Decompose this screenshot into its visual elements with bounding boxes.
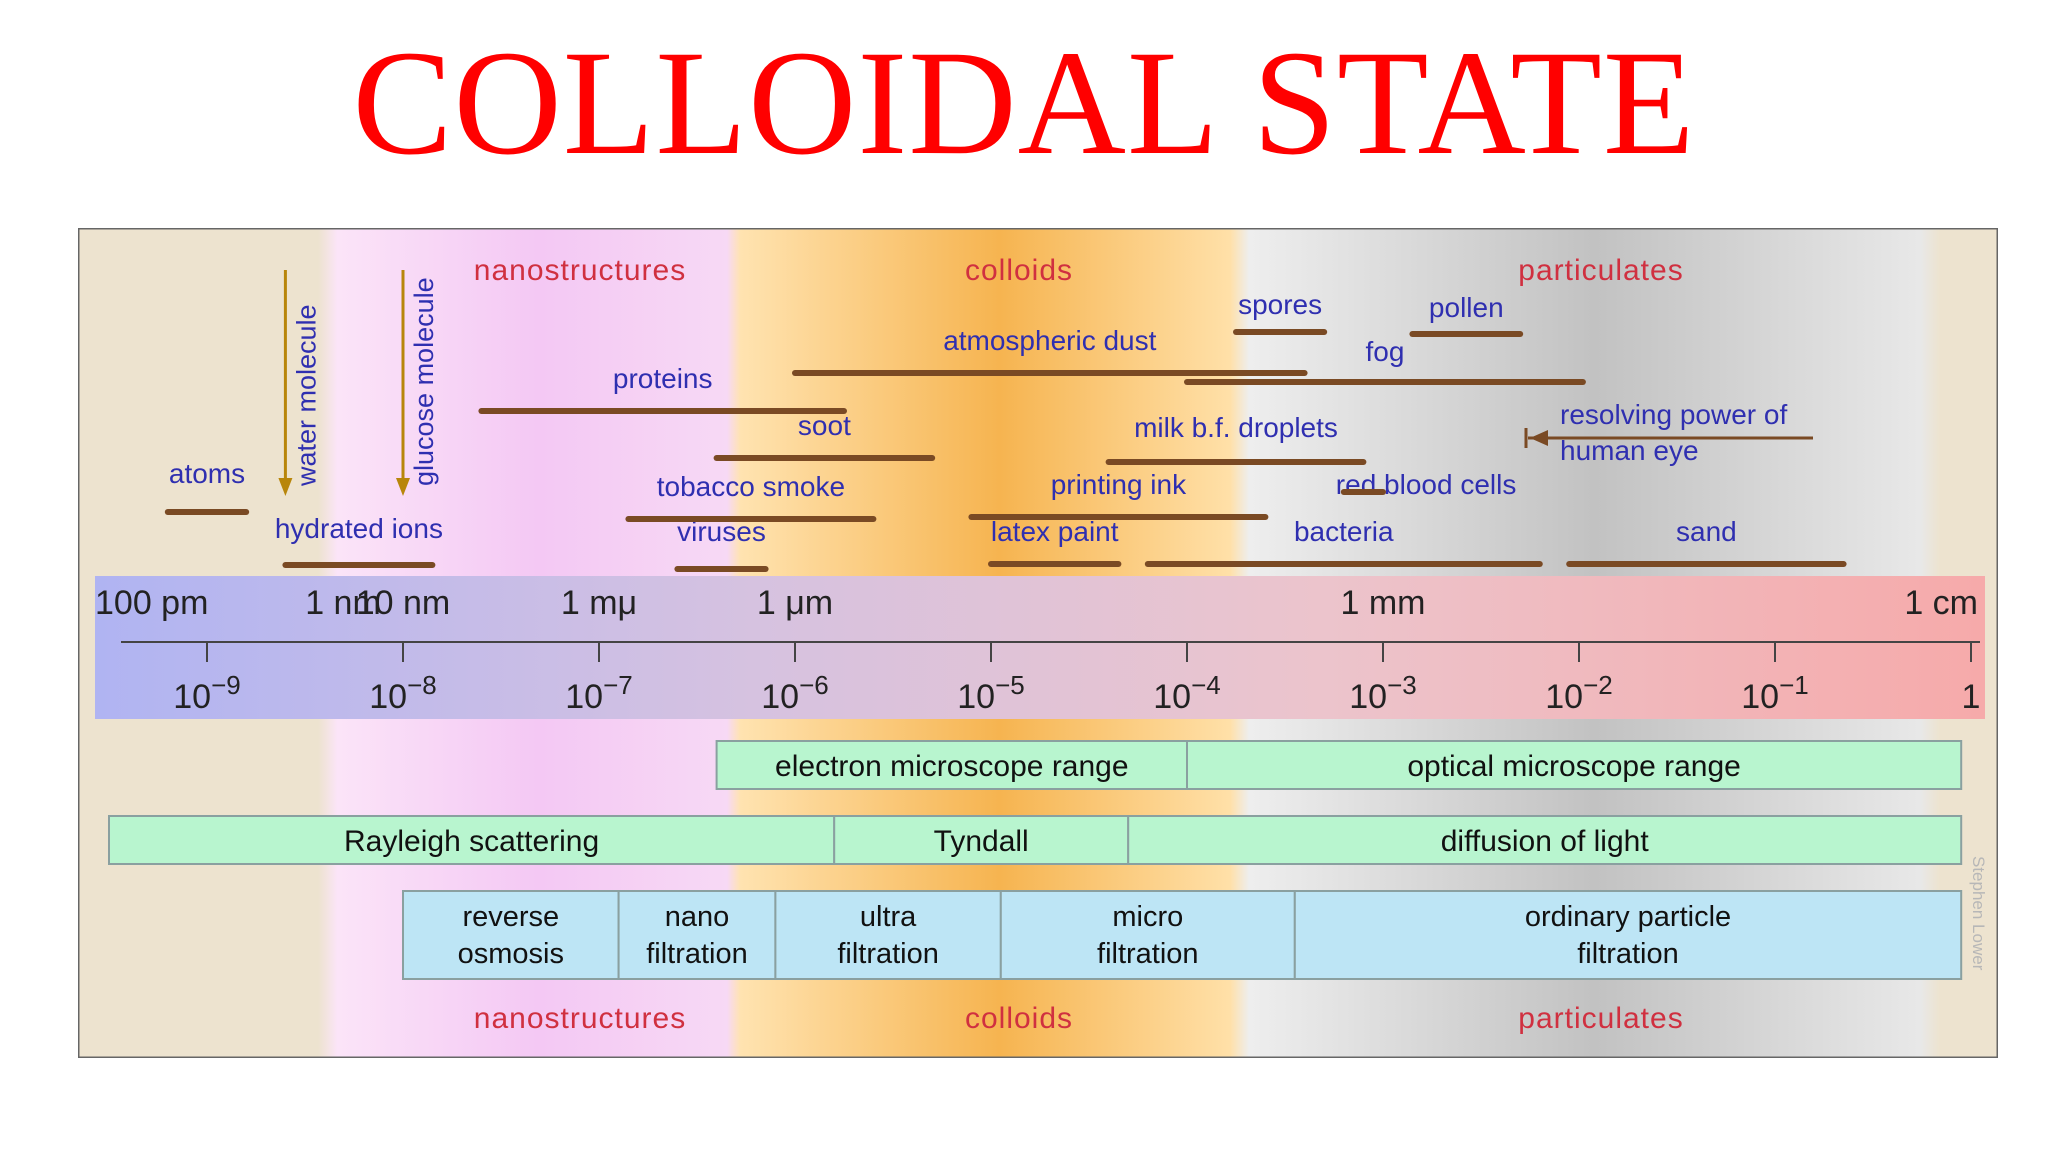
- range-label-ultra-filtration-line1: ultra: [860, 901, 917, 933]
- glucose-molecule-arrowhead: [396, 478, 410, 496]
- scale-unit-1-m: 1 mμ: [561, 584, 637, 622]
- range-label-micro-filtration-line2: filtration: [1097, 938, 1199, 970]
- range-label-optical-microscope-range: optical microscope range: [1407, 750, 1741, 783]
- scale-band: [95, 576, 1985, 719]
- range-label-ultra-filtration-line2: filtration: [837, 938, 939, 970]
- scale-unit-1-m: 1 μm: [757, 584, 833, 622]
- scale-unit-10-nm: 10 nm: [356, 584, 451, 622]
- scale-tick-label: 10−9: [173, 670, 240, 716]
- colloidal-size-diagram: nanostructures colloids particulates nanos…: [78, 228, 1998, 1058]
- region-label-bottom-particulates: particulates: [1518, 1002, 1683, 1035]
- item-label-red-blood-cells: red blood cells: [1336, 469, 1517, 500]
- range-label-nano-filtration-line1: nano: [665, 901, 730, 933]
- range-label-micro-filtration-line1: micro: [1112, 901, 1183, 933]
- range-box-electron-microscope-range: [715, 740, 1188, 790]
- item-label-tobacco-smoke: tobacco smoke: [657, 471, 845, 502]
- range-box-optical-microscope-range: [1186, 740, 1963, 790]
- range-label-diffusion-of-light: diffusion of light: [1441, 825, 1650, 858]
- item-label-milk-b-f-droplets: milk b.f. droplets: [1134, 412, 1338, 443]
- region-label-top-nanostructures: nanostructures: [474, 254, 686, 287]
- item-label-latex-paint: latex paint: [991, 516, 1119, 547]
- range-label-ordinary-particle-filtration-line1: ordinary particle: [1525, 901, 1731, 933]
- scale-unit-100-pm: 100 pm: [95, 584, 208, 622]
- item-label-soot: soot: [798, 410, 851, 441]
- item-label-sand: sand: [1676, 516, 1737, 547]
- region-label-bottom-colloids: colloids: [965, 1002, 1073, 1035]
- resolving-power-label-line2: human eye: [1560, 435, 1699, 466]
- range-label-reverse-osmosis-line1: reverse: [462, 901, 559, 933]
- range-label-nano-filtration-line2: filtration: [646, 938, 748, 970]
- range-box-reverse-osmosis: [402, 890, 620, 980]
- item-label-bacteria: bacteria: [1294, 516, 1394, 547]
- item-label-proteins: proteins: [613, 363, 713, 394]
- range-box-diffusion-of-light: [1127, 815, 1963, 865]
- region-label-top-colloids: colloids: [965, 254, 1073, 287]
- credit-text: Stephen Lower: [1969, 856, 1988, 971]
- item-label-printing-ink: printing ink: [1051, 469, 1187, 500]
- scale-unit-1-cm: 1 cm: [1904, 584, 1978, 622]
- item-label-pollen: pollen: [1429, 292, 1504, 323]
- scale-tick-label: 10−7: [565, 670, 632, 716]
- range-box-ordinary-particle-filtration: [1293, 890, 1963, 980]
- glucose-molecule-label: glucose molecule: [409, 277, 439, 486]
- range-box-micro-filtration: [999, 890, 1296, 980]
- range-label-tyndall: Tyndall: [934, 825, 1029, 858]
- scale-tick-label: 10−8: [369, 670, 436, 716]
- scale-tick-label: 10−5: [957, 670, 1024, 716]
- range-box-ultra-filtration: [774, 890, 1002, 980]
- range-label-electron-microscope-range: electron microscope range: [775, 750, 1129, 783]
- item-label-fog: fog: [1365, 336, 1404, 367]
- item-label-atmospheric-dust: atmospheric dust: [943, 325, 1156, 356]
- water-molecule-arrowhead: [278, 478, 293, 496]
- scale-tick-label: 10−2: [1545, 670, 1612, 716]
- resolving-power-arrowhead: [1530, 430, 1548, 446]
- scale-tick-label: 10−6: [761, 670, 828, 716]
- range-box-nano-filtration: [617, 890, 777, 980]
- range-label-reverse-osmosis-line2: osmosis: [458, 938, 564, 970]
- page-title: COLLOIDAL STATE: [352, 20, 1696, 186]
- range-label-rayleigh-scattering: Rayleigh scattering: [344, 825, 599, 858]
- scale-tick-label: 10−4: [1153, 670, 1220, 716]
- scale-unit-1-mm: 1 mm: [1341, 584, 1426, 622]
- scale-tick-label: 1: [1962, 678, 1981, 716]
- item-label-spores: spores: [1238, 289, 1322, 320]
- resolving-power-label-line1: resolving power of: [1560, 399, 1787, 430]
- item-label-atoms: atoms: [169, 458, 245, 489]
- water-molecule-label: water molecule: [291, 304, 321, 487]
- region-label-top-particulates: particulates: [1518, 254, 1683, 287]
- region-label-bottom-nanostructures: nanostructures: [474, 1002, 686, 1035]
- scale-tick-label: 10−3: [1349, 670, 1416, 716]
- scale-unit-1-nm: 1 nm: [305, 584, 381, 622]
- range-label-ordinary-particle-filtration-line2: filtration: [1577, 938, 1679, 970]
- range-box-tyndall: [833, 815, 1130, 865]
- item-label-hydrated-ions: hydrated ions: [275, 513, 443, 544]
- scale-tick-label: 10−1: [1741, 670, 1808, 716]
